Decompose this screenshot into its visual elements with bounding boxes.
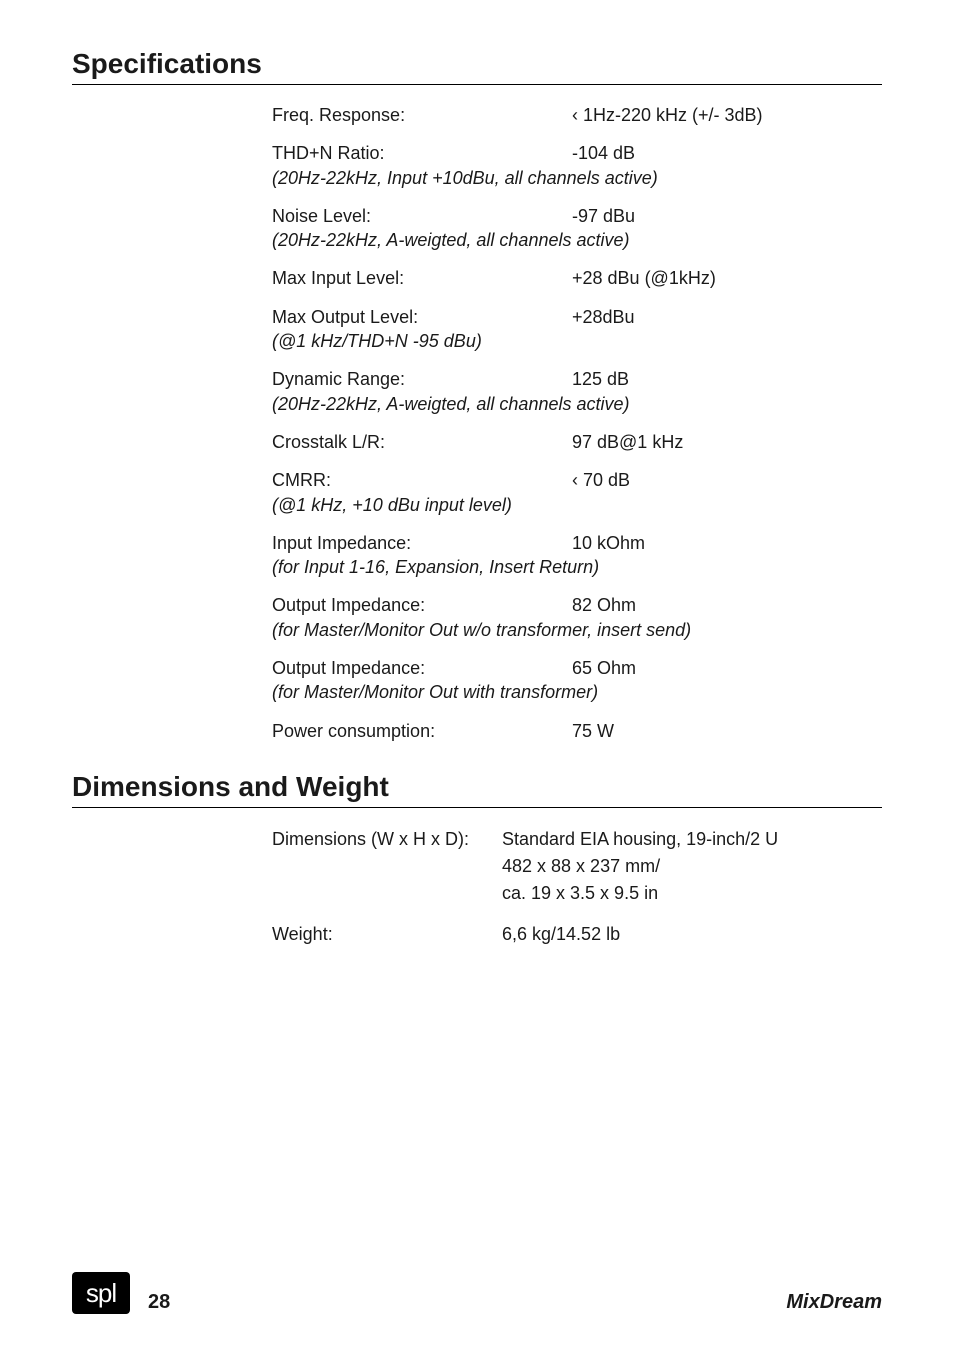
spec-value: 125 dB: [572, 367, 629, 391]
spec-value: 10 kOhm: [572, 531, 645, 555]
spec-row: CMRR:‹ 70 dB: [272, 468, 882, 492]
dim-value: 6,6 kg/14.52 lb: [502, 921, 620, 948]
spec-label: Power consumption:: [272, 719, 572, 743]
spec-value: -97 dBu: [572, 204, 635, 228]
brand-logo: spl: [72, 1272, 130, 1314]
spec-note: (@1 kHz/THD+N -95 dBu): [272, 329, 882, 353]
spec-label: Noise Level:: [272, 204, 572, 228]
spec-label: Crosstalk L/R:: [272, 430, 572, 454]
spec-value: 97 dB@1 kHz: [572, 430, 683, 454]
page-number: 28: [148, 1291, 170, 1314]
spec-label: Max Input Level:: [272, 266, 572, 290]
product-name: MixDream: [786, 1291, 882, 1314]
specifications-list: Freq. Response:‹ 1Hz-220 kHz (+/- 3dB)TH…: [272, 103, 882, 743]
spec-label: Freq. Response:: [272, 103, 572, 127]
spec-note: (for Master/Monitor Out with transformer…: [272, 680, 882, 704]
spec-value: +28 dBu (@1kHz): [572, 266, 716, 290]
spec-note: (for Input 1-16, Expansion, Insert Retur…: [272, 555, 882, 579]
spec-value: 65 Ohm: [572, 656, 636, 680]
spec-row: Noise Level:-97 dBu: [272, 204, 882, 228]
dim-row: Weight:6,6 kg/14.52 lb: [272, 921, 882, 948]
spec-row: Dynamic Range:125 dB: [272, 367, 882, 391]
spec-row: Input Impedance:10 kOhm: [272, 531, 882, 555]
spec-row: Max Output Level:+28dBu: [272, 305, 882, 329]
page-footer: spl 28 MixDream: [72, 1272, 882, 1314]
spec-row: Max Input Level:+28 dBu (@1kHz): [272, 266, 882, 290]
spec-note: (20Hz-22kHz, A-weigted, all channels act…: [272, 392, 882, 416]
spec-row: Freq. Response:‹ 1Hz-220 kHz (+/- 3dB): [272, 103, 882, 127]
spec-value: 75 W: [572, 719, 614, 743]
spec-value: ‹ 70 dB: [572, 468, 630, 492]
dimensions-title: Dimensions and Weight: [72, 771, 882, 808]
spec-note: (for Master/Monitor Out w/o transformer,…: [272, 618, 882, 642]
spec-row: Power consumption:75 W: [272, 719, 882, 743]
spec-note: (@1 kHz, +10 dBu input level): [272, 493, 882, 517]
spec-label: Output Impedance:: [272, 593, 572, 617]
dim-label: Weight:: [272, 921, 502, 948]
spec-label: Input Impedance:: [272, 531, 572, 555]
dim-row: Dimensions (W x H x D):Standard EIA hous…: [272, 826, 882, 907]
spec-label: CMRR:: [272, 468, 572, 492]
dim-label: Dimensions (W x H x D):: [272, 826, 502, 907]
spec-value: ‹ 1Hz-220 kHz (+/- 3dB): [572, 103, 763, 127]
spec-note: (20Hz-22kHz, A-weigted, all channels act…: [272, 228, 882, 252]
spec-row: Output Impedance:65 Ohm: [272, 656, 882, 680]
spec-value: -104 dB: [572, 141, 635, 165]
dim-value: Standard EIA housing, 19-inch/2 U482 x 8…: [502, 826, 778, 907]
spec-label: Dynamic Range:: [272, 367, 572, 391]
spec-row: Crosstalk L/R:97 dB@1 kHz: [272, 430, 882, 454]
spec-value: +28dBu: [572, 305, 635, 329]
dimensions-list: Dimensions (W x H x D):Standard EIA hous…: [272, 826, 882, 948]
specifications-title: Specifications: [72, 48, 882, 85]
spec-label: Output Impedance:: [272, 656, 572, 680]
spec-note: (20Hz-22kHz, Input +10dBu, all channels …: [272, 166, 882, 190]
spec-label: Max Output Level:: [272, 305, 572, 329]
spec-row: THD+N Ratio:-104 dB: [272, 141, 882, 165]
spec-value: 82 Ohm: [572, 593, 636, 617]
spec-label: THD+N Ratio:: [272, 141, 572, 165]
spec-row: Output Impedance:82 Ohm: [272, 593, 882, 617]
